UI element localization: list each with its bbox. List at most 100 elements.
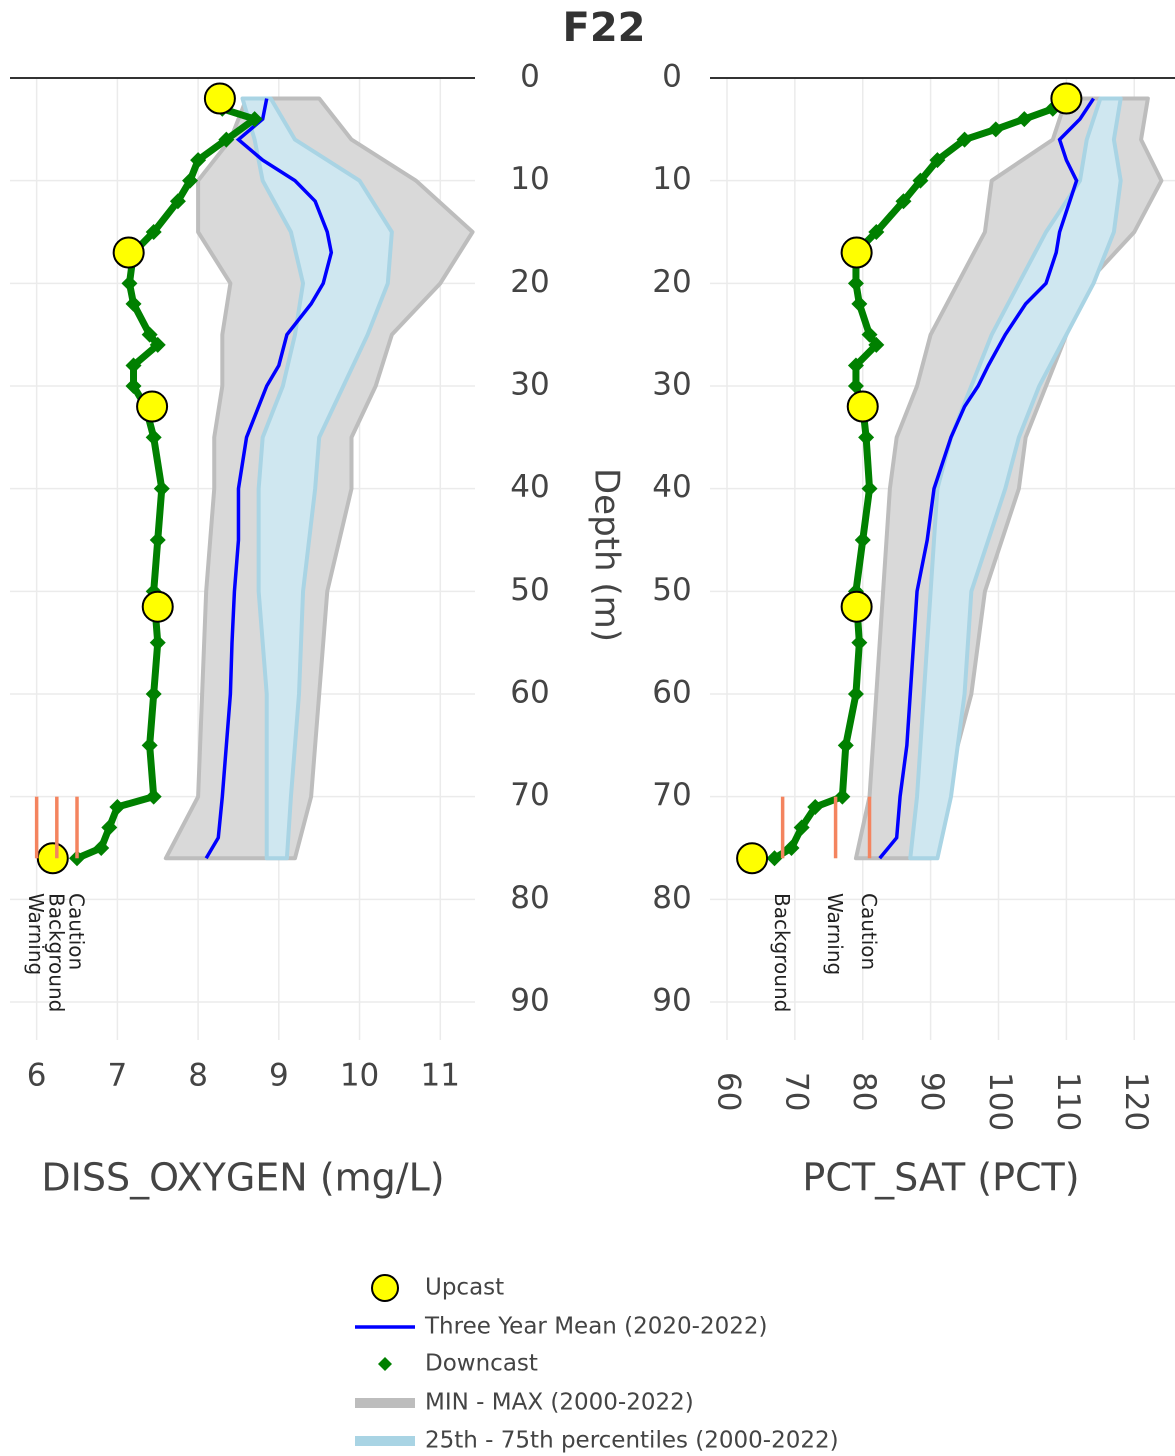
chart-title: F22 bbox=[563, 5, 646, 51]
downcast-point bbox=[145, 686, 162, 703]
y-tick-label: 40 bbox=[652, 469, 691, 505]
y-tick-label: 50 bbox=[510, 572, 549, 608]
threshold-label: Background bbox=[770, 893, 794, 1012]
band bbox=[908, 96, 1123, 861]
x-tick-label: 100 bbox=[982, 1072, 1018, 1131]
downcast-point bbox=[807, 798, 824, 815]
downcast-point bbox=[1016, 111, 1033, 128]
y-tick-label: 20 bbox=[652, 264, 691, 300]
x-axis-label: DISS_OXYGEN (mg/L) bbox=[41, 1156, 444, 1200]
downcast-point bbox=[766, 850, 783, 867]
x-tick-label: 80 bbox=[846, 1072, 882, 1111]
band bbox=[163, 96, 475, 861]
upcast-point bbox=[141, 590, 174, 623]
downcast-point bbox=[895, 193, 912, 210]
downcast-point bbox=[854, 532, 871, 549]
y-tick-label: 50 bbox=[652, 572, 691, 608]
threshold-label: Caution bbox=[65, 893, 89, 970]
x-tick-label: 10 bbox=[340, 1058, 379, 1094]
downcast-point bbox=[851, 295, 868, 312]
downcast-point bbox=[190, 152, 207, 169]
downcast-point bbox=[125, 357, 142, 374]
downcast-point bbox=[956, 131, 973, 148]
legend-swatch bbox=[378, 1357, 392, 1371]
downcast-point bbox=[851, 634, 868, 651]
downcast-point bbox=[868, 224, 885, 241]
legend-swatch bbox=[371, 1274, 399, 1302]
legend-swatch bbox=[355, 1398, 415, 1408]
downcast-point bbox=[141, 326, 158, 343]
y-tick-label: 0 bbox=[520, 59, 540, 95]
y-tick-label: 30 bbox=[652, 367, 691, 403]
y-tick-label: 90 bbox=[652, 983, 691, 1019]
threshold-label: Warning bbox=[823, 893, 847, 975]
legend-label: MIN - MAX (2000-2022) bbox=[425, 1390, 694, 1416]
x-tick-label: 90 bbox=[914, 1072, 950, 1111]
downcast-point bbox=[141, 737, 158, 754]
downcast-point bbox=[987, 121, 1004, 138]
downcast-point bbox=[837, 737, 854, 754]
legend-label: Downcast bbox=[425, 1351, 538, 1377]
y-axis-label: Depth (m) bbox=[587, 468, 627, 642]
y-tick-label: 60 bbox=[652, 675, 691, 711]
y-tick-label: 10 bbox=[510, 161, 549, 197]
upcast-point bbox=[112, 236, 145, 269]
downcast-point bbox=[847, 357, 864, 374]
upcast-point bbox=[136, 390, 169, 423]
downcast-point bbox=[218, 131, 235, 148]
y-tick-label: 20 bbox=[510, 264, 549, 300]
downcast-point bbox=[912, 172, 929, 189]
downcast-point bbox=[847, 275, 864, 292]
downcast-point bbox=[125, 378, 142, 395]
downcast-point bbox=[861, 480, 878, 497]
upcast-point bbox=[840, 590, 873, 623]
downcast-point bbox=[861, 326, 878, 343]
y-tick-label: 0 bbox=[662, 59, 682, 95]
threshold-label: Caution bbox=[857, 893, 881, 970]
legend-label: Upcast bbox=[425, 1275, 504, 1301]
downcast-point bbox=[149, 634, 166, 651]
downcast-point bbox=[929, 152, 946, 169]
downcast-point bbox=[109, 798, 126, 815]
x-tick-label: 11 bbox=[421, 1058, 460, 1094]
upcast-point bbox=[840, 236, 873, 269]
upcast-point bbox=[203, 82, 236, 115]
downcast-point bbox=[793, 819, 810, 836]
x-tick-label: 9 bbox=[269, 1058, 289, 1094]
downcast-point bbox=[182, 172, 199, 189]
upcast-point bbox=[36, 842, 69, 875]
y-tick-label: 80 bbox=[652, 880, 691, 916]
downcast-line bbox=[772, 105, 1054, 862]
x-tick-label: 110 bbox=[1050, 1072, 1086, 1131]
downcast-point bbox=[145, 788, 162, 805]
downcast-point bbox=[169, 193, 186, 210]
mean-line bbox=[204, 98, 334, 860]
upcast-point bbox=[736, 842, 769, 875]
y-tick-label: 10 bbox=[652, 161, 691, 197]
upcast-point bbox=[846, 390, 879, 423]
downcast-point bbox=[145, 224, 162, 241]
downcast-point bbox=[149, 336, 166, 353]
downcast-point bbox=[121, 275, 138, 292]
y-tick-label: 30 bbox=[510, 367, 549, 403]
threshold-label: Warning bbox=[24, 893, 48, 975]
downcast-point bbox=[93, 840, 110, 857]
downcast-point bbox=[868, 336, 885, 353]
legend-label: Three Year Mean (2020-2022) bbox=[424, 1314, 767, 1340]
downcast-point bbox=[149, 532, 166, 549]
y-tick-label: 90 bbox=[510, 983, 549, 1019]
x-tick-label: 120 bbox=[1118, 1072, 1154, 1131]
y-tick-label: 70 bbox=[510, 777, 549, 813]
x-tick-label: 6 bbox=[27, 1058, 47, 1094]
downcast-point bbox=[847, 378, 864, 395]
y-tick-label: 70 bbox=[652, 777, 691, 813]
threshold-label: Background bbox=[44, 893, 68, 1012]
mean-line bbox=[878, 97, 1095, 860]
downcast-point bbox=[125, 295, 142, 312]
x-tick-label: 60 bbox=[710, 1072, 746, 1111]
downcast-point bbox=[101, 819, 118, 836]
downcast-point bbox=[858, 429, 875, 446]
downcast-point bbox=[834, 788, 851, 805]
x-tick-label: 8 bbox=[188, 1058, 208, 1094]
y-tick-label: 80 bbox=[510, 880, 549, 916]
